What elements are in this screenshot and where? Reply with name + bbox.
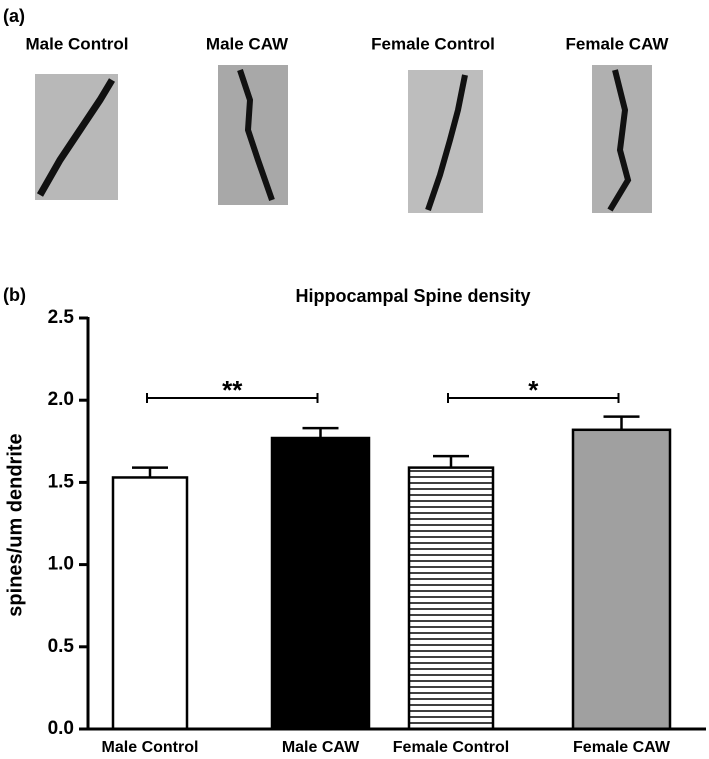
y-tick-label: 0.5 xyxy=(48,636,75,657)
y-tick-label: 2.0 xyxy=(48,389,74,410)
chart-title: Hippocampal Spine density xyxy=(295,286,530,306)
bar xyxy=(270,436,371,731)
y-axis-label: spines/um dendrite xyxy=(4,433,26,616)
bar xyxy=(571,428,672,731)
panel-label: (b) xyxy=(3,285,26,305)
significance-label: ** xyxy=(222,375,243,405)
x-tick-label: Female CAW xyxy=(573,739,671,756)
dendrite xyxy=(607,69,632,212)
y-tick-label: 1.5 xyxy=(48,471,75,492)
dendrite xyxy=(237,69,275,201)
image-label: Female Control xyxy=(371,34,495,53)
dendrite xyxy=(425,74,468,211)
x-tick-label: Male Control xyxy=(102,739,199,756)
bar xyxy=(111,476,189,731)
dendrite xyxy=(36,78,116,197)
y-tick-label: 1.0 xyxy=(48,554,74,575)
significance-label: * xyxy=(528,375,539,405)
x-tick-label: Female Control xyxy=(393,739,509,756)
y-tick-label: 0.0 xyxy=(48,718,74,739)
bar xyxy=(407,466,495,731)
micrograph xyxy=(408,70,483,213)
micrograph xyxy=(218,65,288,205)
x-tick-label: Male CAW xyxy=(282,739,360,756)
image-label: Male CAW xyxy=(206,34,289,53)
y-tick-label: 2.5 xyxy=(48,307,75,328)
panel-label: (a) xyxy=(3,6,25,26)
image-label: Female CAW xyxy=(566,34,670,53)
image-label: Male Control xyxy=(26,34,129,53)
micrographs xyxy=(35,65,652,213)
